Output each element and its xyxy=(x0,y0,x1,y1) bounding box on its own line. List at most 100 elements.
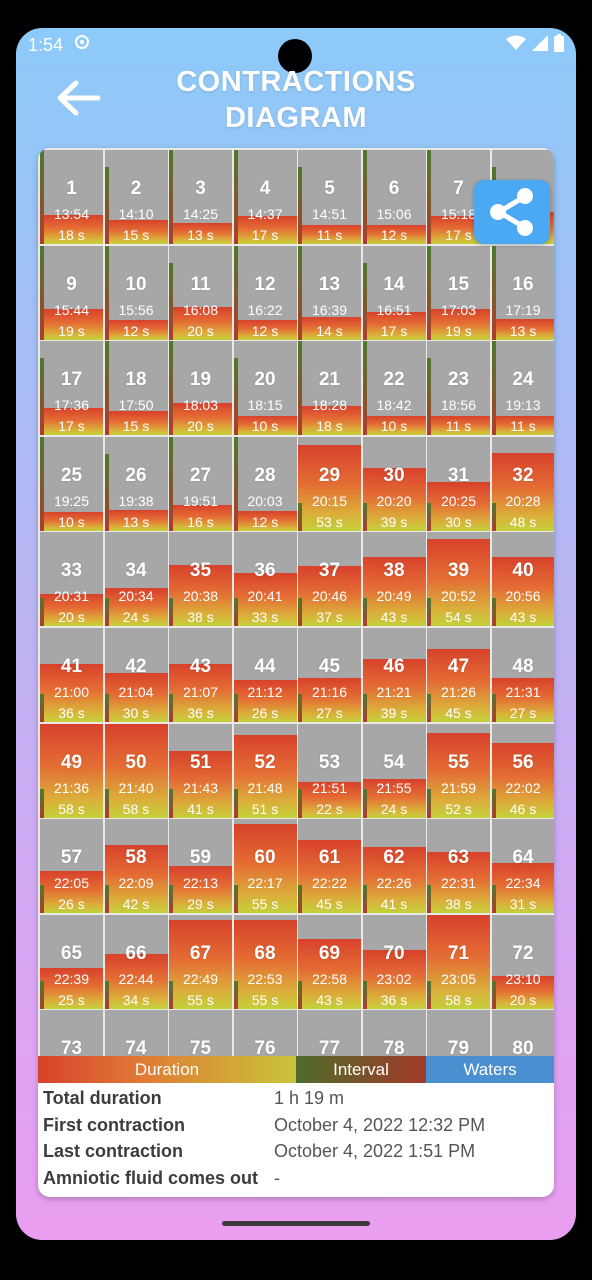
home-indicator[interactable] xyxy=(222,1221,370,1226)
contraction-cell[interactable]: 66 22:44 34 s xyxy=(104,914,168,1009)
contraction-cell[interactable]: 25 19:25 10 s xyxy=(40,436,103,531)
contraction-number: 73 xyxy=(60,1038,83,1056)
contraction-cell[interactable]: 19 18:03 20 s xyxy=(169,341,232,436)
contraction-cell[interactable]: 60 22:17 55 s xyxy=(233,819,297,914)
contraction-cell[interactable]: 71 23:05 58 s xyxy=(427,914,490,1009)
contraction-time: 18:03 xyxy=(182,397,219,414)
contraction-cell[interactable]: 14 16:51 17 s xyxy=(362,245,426,340)
duration-fill xyxy=(233,216,297,244)
contraction-cell[interactable]: 73 xyxy=(40,1010,103,1056)
contraction-cell[interactable]: 3 14:25 13 s xyxy=(169,150,232,244)
contraction-cell[interactable]: 22 18:42 10 s xyxy=(362,341,426,436)
contraction-cell[interactable]: 46 21:21 39 s xyxy=(362,628,426,722)
contraction-number: 47 xyxy=(447,656,470,677)
contraction-cell[interactable]: 80 xyxy=(491,1010,554,1056)
back-button[interactable] xyxy=(54,78,102,118)
contraction-cell[interactable]: 35 20:38 38 s xyxy=(169,532,232,627)
contraction-cell[interactable]: 28 20:03 12 s xyxy=(233,436,297,531)
contraction-cell[interactable]: 31 20:25 30 s xyxy=(427,436,490,531)
contraction-cell[interactable]: 57 22:05 26 s xyxy=(40,819,103,914)
contraction-cell[interactable]: 17 17:36 17 s xyxy=(40,341,103,436)
contraction-cell[interactable]: 18 17:50 15 s xyxy=(104,341,168,436)
contraction-cell[interactable]: 53 21:51 22 s xyxy=(298,723,361,818)
contraction-cell[interactable]: 50 21:40 58 s xyxy=(104,723,168,818)
contraction-number: 75 xyxy=(189,1038,212,1056)
contraction-cell[interactable]: 42 21:04 30 s xyxy=(104,628,168,722)
contraction-cell[interactable]: 24 19:13 11 s xyxy=(491,341,554,436)
contraction-cell[interactable]: 70 23:02 36 s xyxy=(362,914,426,1009)
contraction-cell[interactable]: 78 xyxy=(362,1010,426,1056)
contraction-cell[interactable]: 32 20:28 48 s xyxy=(491,436,554,531)
contraction-cell[interactable]: 74 xyxy=(104,1010,168,1056)
contraction-cell[interactable]: 67 22:49 55 s xyxy=(169,914,232,1009)
contraction-cell[interactable]: 36 20:41 33 s xyxy=(233,532,297,627)
contraction-cell[interactable]: 55 21:59 52 s xyxy=(427,723,490,818)
contraction-cell[interactable]: 21 18:28 18 s xyxy=(298,341,361,436)
contraction-cell[interactable]: 6 15:06 12 s xyxy=(362,150,426,244)
contraction-cell[interactable]: 49 21:36 58 s xyxy=(40,723,103,818)
contraction-cell[interactable]: 30 20:20 39 s xyxy=(362,436,426,531)
contraction-cell[interactable]: 52 21:48 51 s xyxy=(233,723,297,818)
contraction-cell[interactable]: 76 xyxy=(233,1010,297,1056)
contraction-cell[interactable]: 12 16:22 12 s xyxy=(233,245,297,340)
contraction-cell[interactable]: 23 18:56 11 s xyxy=(427,341,490,436)
contraction-duration: 12 s xyxy=(122,322,150,339)
contraction-cell[interactable]: 13 16:39 14 s xyxy=(298,245,361,340)
contraction-cell[interactable]: 54 21:55 24 s xyxy=(362,723,426,818)
contraction-cell[interactable]: 40 20:56 43 s xyxy=(491,532,554,627)
contraction-cell[interactable]: 47 21:26 45 s xyxy=(427,628,490,722)
contraction-cell[interactable]: 33 20:31 20 s xyxy=(40,532,103,627)
contraction-cell[interactable]: 56 22:02 46 s xyxy=(491,723,554,818)
share-button[interactable] xyxy=(474,180,550,244)
contraction-number: 57 xyxy=(60,847,83,869)
contraction-cell[interactable]: 9 15:44 19 s xyxy=(40,245,103,340)
contraction-cell[interactable]: 69 22:58 43 s xyxy=(298,914,361,1009)
contraction-duration: 38 s xyxy=(445,896,472,913)
contraction-cell[interactable]: 59 22:13 29 s xyxy=(169,819,232,914)
contraction-cell[interactable]: 58 22:09 42 s xyxy=(104,819,168,914)
contraction-number: 10 xyxy=(125,273,147,295)
contraction-duration: 48 s xyxy=(509,513,537,530)
contraction-cell[interactable]: 27 19:51 16 s xyxy=(169,436,232,531)
duration-fill xyxy=(233,679,297,722)
contraction-cell[interactable]: 51 21:43 41 s xyxy=(169,723,232,818)
contraction-cell[interactable]: 68 22:53 55 s xyxy=(233,914,297,1009)
contraction-time: 18:56 xyxy=(440,397,477,414)
contraction-cell[interactable]: 44 21:12 26 s xyxy=(233,628,297,722)
contraction-duration: 27 s xyxy=(509,705,537,721)
contraction-cell[interactable]: 63 22:31 38 s xyxy=(427,819,490,914)
contraction-cell[interactable]: 62 22:26 41 s xyxy=(362,819,426,914)
contraction-cell[interactable]: 43 21:07 36 s xyxy=(169,628,232,722)
duration-fill xyxy=(362,778,426,818)
contraction-cell[interactable]: 38 20:49 43 s xyxy=(362,532,426,627)
contraction-cell[interactable]: 45 21:16 27 s xyxy=(298,628,361,722)
contraction-cell[interactable]: 1 13:54 18 s xyxy=(40,150,103,244)
contraction-cell[interactable]: 20 18:15 10 s xyxy=(233,341,297,436)
contraction-cell[interactable]: 4 14:37 17 s xyxy=(233,150,297,244)
contraction-cell[interactable]: 77 xyxy=(298,1010,361,1056)
interval-bar xyxy=(104,166,109,244)
contraction-cell[interactable]: 61 22:22 45 s xyxy=(298,819,361,914)
contraction-cell[interactable]: 10 15:56 12 s xyxy=(104,245,168,340)
contraction-cell[interactable]: 41 21:00 36 s xyxy=(40,628,103,722)
contractions-grid-viewport[interactable]: 1 13:54 18 s 2 14:10 15 s 3 14:25 13 s 4 14:37 17 s… xyxy=(38,148,554,1056)
contraction-cell[interactable]: 75 xyxy=(169,1010,232,1056)
contraction-number: 55 xyxy=(447,751,470,773)
contraction-cell[interactable]: 5 14:51 11 s xyxy=(298,150,361,244)
contraction-cell[interactable]: 37 20:46 37 s xyxy=(298,532,361,627)
contraction-cell[interactable]: 48 21:31 27 s xyxy=(491,628,554,722)
contraction-cell[interactable]: 2 14:10 15 s xyxy=(104,150,168,244)
contraction-cell[interactable]: 39 20:52 54 s xyxy=(427,532,490,627)
contraction-cell[interactable]: 11 16:08 20 s xyxy=(169,245,232,340)
contraction-cell[interactable]: 65 22:39 25 s xyxy=(40,914,103,1009)
summary-label: Last contraction xyxy=(43,1141,184,1161)
contraction-cell[interactable]: 26 19:38 13 s xyxy=(104,436,168,531)
contraction-cell[interactable]: 64 22:34 31 s xyxy=(491,819,554,914)
contraction-cell[interactable]: 79 xyxy=(427,1010,490,1056)
contraction-cell[interactable]: 16 17:19 13 s xyxy=(491,245,554,340)
contraction-cell[interactable]: 29 20:15 53 s xyxy=(298,436,361,531)
summary-row: First contraction October 4, 2022 12:32 … xyxy=(38,1113,554,1140)
contraction-cell[interactable]: 72 23:10 20 s xyxy=(491,914,554,1009)
contraction-cell[interactable]: 15 17:03 19 s xyxy=(427,245,490,340)
contraction-cell[interactable]: 34 20:34 24 s xyxy=(104,532,168,627)
